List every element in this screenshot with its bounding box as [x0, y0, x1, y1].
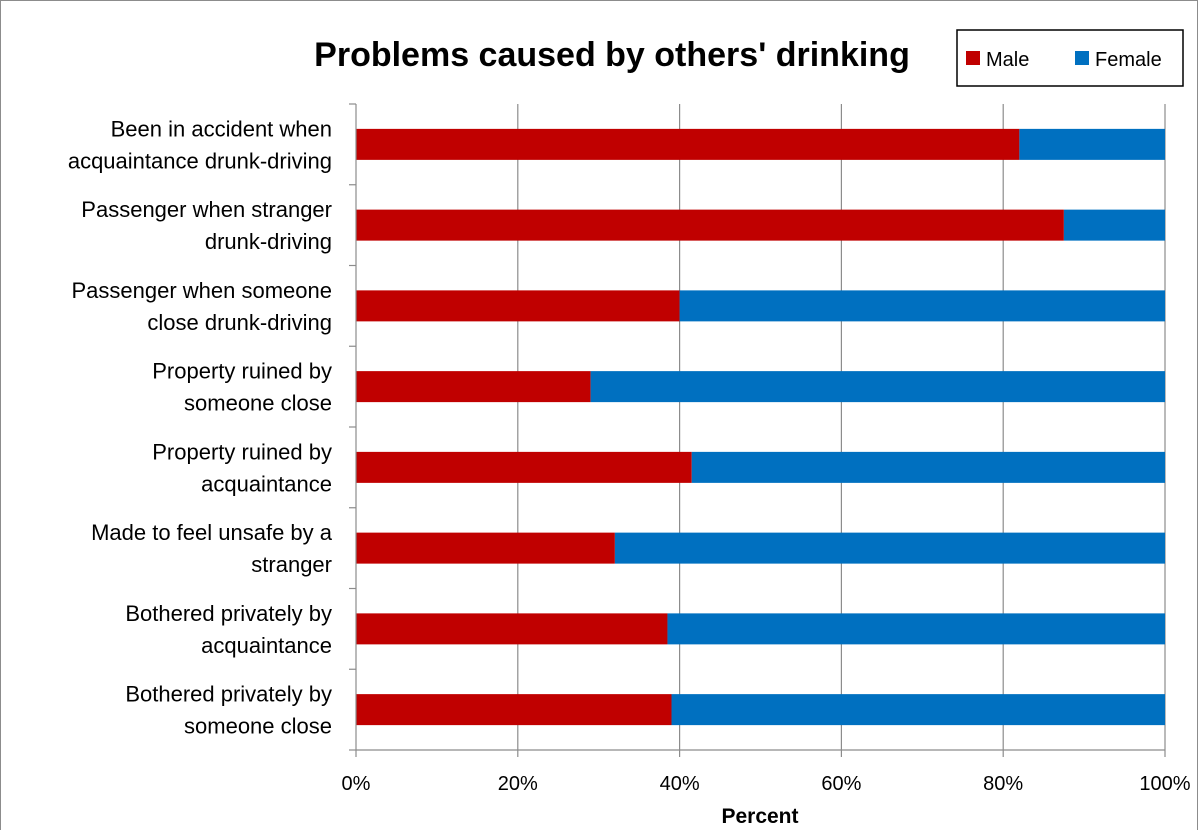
bar-female: [667, 613, 1165, 645]
x-tick-label: 0%: [342, 773, 371, 795]
bar-male: [356, 290, 680, 322]
bar-male: [356, 532, 615, 564]
x-tick-label: 80%: [983, 773, 1023, 795]
chart-title: Problems caused by others' drinking: [314, 36, 910, 74]
bar-male: [356, 371, 591, 403]
bars: [356, 128, 1165, 726]
x-tick-label: 20%: [498, 773, 538, 795]
bar-female: [590, 371, 1165, 403]
bar-female: [691, 451, 1165, 483]
category-label: Bothered privately by: [125, 682, 332, 707]
category-label: Property ruined by: [152, 439, 332, 464]
category-label: acquaintance drunk-driving: [68, 148, 332, 173]
bar-female: [614, 532, 1165, 564]
category-label: stranger: [251, 552, 332, 577]
bar-male: [356, 128, 1020, 160]
x-tick-label: 40%: [660, 773, 700, 795]
category-label: someone close: [184, 391, 332, 416]
legend: Male Female: [956, 29, 1184, 87]
category-label: close drunk-driving: [147, 310, 332, 335]
legend-swatch-male: [966, 51, 980, 65]
x-tick-labels: 0% 20% 40% 60% 80% 100%: [342, 773, 1191, 795]
bar-male: [356, 209, 1064, 241]
category-label: Passenger when stranger: [81, 197, 332, 222]
bar-male: [356, 613, 668, 645]
bar-male: [356, 694, 672, 726]
legend-box: [956, 29, 1184, 87]
legend-label-female: Female: [1095, 49, 1162, 71]
bar-female: [1019, 128, 1165, 160]
x-tick-label: 100%: [1139, 773, 1190, 795]
category-label: acquaintance: [201, 633, 332, 658]
axes: [349, 103, 1166, 757]
category-label: Made to feel unsafe by a: [91, 520, 333, 545]
bar-male: [356, 451, 692, 483]
category-label: drunk-driving: [205, 229, 332, 254]
category-label: Bothered privately by: [125, 601, 332, 626]
category-label: Property ruined by: [152, 359, 332, 384]
category-label: acquaintance: [201, 471, 332, 496]
legend-label-male: Male: [986, 49, 1029, 71]
category-label: Passenger when someone: [72, 278, 333, 303]
category-label: someone close: [184, 714, 332, 739]
legend-swatch-female: [1075, 51, 1089, 65]
bar-female: [1063, 209, 1165, 241]
bar-female: [671, 694, 1165, 726]
x-axis-label: Percent: [721, 805, 798, 828]
x-tick-label: 60%: [821, 773, 861, 795]
category-label: Been in accident when: [111, 116, 332, 141]
category-labels: Been in accident when acquaintance drunk-…: [68, 116, 333, 738]
bar-female: [679, 290, 1165, 322]
